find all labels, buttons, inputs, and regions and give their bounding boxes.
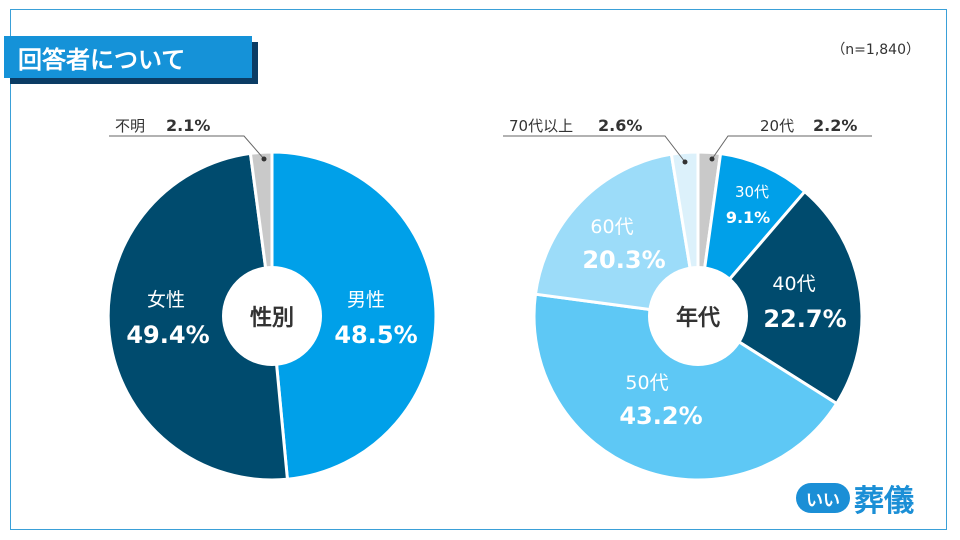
age-60s-label: 60代 [590, 216, 633, 238]
gender-pie-center-label: 性別 [250, 306, 294, 331]
age-50s-value: 43.2% [619, 402, 702, 430]
age-slice-5 [533, 152, 700, 318]
gender-pie: 性別 男性 48.5% 女性 49.4% 不明 2.1% [106, 116, 438, 482]
age-70plus-label: 70代以上 [509, 117, 573, 135]
gender-unknown-label: 不明 [115, 117, 145, 135]
age-40s-label: 40代 [772, 273, 815, 295]
age-70plus-leader-dot [682, 159, 688, 165]
age-pie: 年代 20代 2.2% 30代 9.1% 40代 22.7% 50代 43.2%… [503, 116, 872, 482]
sample-size: （n=1,840） [831, 42, 920, 58]
age-30s-value: 9.1% [726, 208, 770, 227]
age-20s-label: 20代 [760, 117, 794, 135]
gender-male-label: 男性 [347, 289, 385, 311]
gender-slice-1 [270, 150, 438, 481]
gender-pie-hole [222, 266, 322, 366]
gender-unknown-leader-dot [261, 156, 267, 162]
age-60s-value: 20.3% [582, 246, 665, 274]
age-pie-center-label: 年代 [676, 305, 720, 331]
slide-title: 回答者について [4, 36, 252, 78]
age-70plus-value: 2.6% [598, 116, 642, 135]
age-20s-value: 2.2% [813, 116, 857, 135]
age-40s-value: 22.7% [763, 305, 846, 333]
gender-slice-2 [106, 151, 289, 482]
gender-unknown-value: 2.1% [166, 116, 210, 135]
gender-male-value: 48.5% [334, 321, 417, 349]
age-pie-hole [648, 266, 748, 366]
gender-unknown-leader-line [109, 135, 265, 160]
gender-female-value: 49.4% [126, 321, 209, 349]
title-tab: 回答者について [4, 36, 258, 90]
age-30s-label: 30代 [735, 183, 769, 201]
age-slice-4 [532, 292, 839, 482]
age-70plus-leader-line [503, 135, 686, 163]
brand-logo-name: 葬儀 [854, 484, 914, 519]
age-20s-leader-dot [709, 156, 715, 162]
gender-female-label: 女性 [147, 289, 185, 311]
brand-logo: いい 葬儀 [796, 478, 914, 519]
age-20s-leader-line [711, 135, 872, 160]
brand-logo-badge: いい [796, 483, 850, 513]
slide-frame [10, 9, 947, 530]
age-slice-3 [696, 190, 864, 406]
age-50s-label: 50代 [625, 372, 668, 394]
